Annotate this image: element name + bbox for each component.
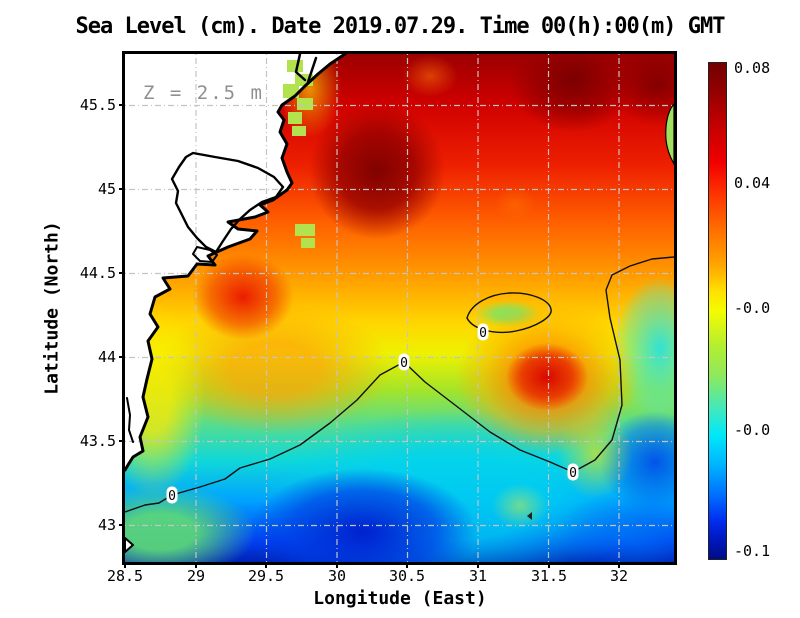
closed-zero-contour <box>466 292 552 334</box>
contour-label-chips: 0 0 0 0 <box>166 323 579 504</box>
coastline <box>125 54 347 553</box>
y-tick-label: 43.5 <box>79 432 116 450</box>
y-tick-label: 45 <box>97 180 116 198</box>
contour-label: 0 <box>400 356 408 371</box>
x-tick-label: 30 <box>327 567 347 585</box>
colorbar <box>708 62 727 560</box>
delta-channels <box>294 54 318 84</box>
minimum-marker <box>527 512 532 520</box>
plot-title: Sea Level (cm). Date 2019.07.29. Time 00… <box>75 14 726 39</box>
x-tick-label: 31.5 <box>530 567 568 585</box>
colorbar-tick-label: 0.08 <box>734 59 771 77</box>
contour-label: 0 <box>569 466 577 481</box>
colorbar-tick-label: -0.1 <box>734 542 771 560</box>
land-mask <box>125 54 345 470</box>
main-zero-contour <box>125 256 674 513</box>
y-tick-label: 44 <box>97 348 116 366</box>
y-axis-title: Latitude (North) <box>41 221 63 395</box>
colorbar-tick-label: 0.04 <box>734 174 771 192</box>
x-tick-label: 32 <box>609 567 629 585</box>
y-tick-label: 45.5 <box>79 96 116 114</box>
gridlines <box>125 54 674 562</box>
inner-shore-line <box>126 397 134 443</box>
y-tick-label: 44.5 <box>79 264 116 282</box>
x-tick-label: 29.5 <box>247 567 285 585</box>
zero-contours <box>125 256 674 513</box>
map-plot-area: 0 0 0 0 Z = 2.5 m <box>122 51 677 565</box>
lagoon-outline <box>170 151 285 254</box>
map-overlay: 0 0 0 0 <box>125 54 674 562</box>
colorbar-tick-label: -0.0 <box>734 421 771 439</box>
x-tick-label: 28.5 <box>106 567 144 585</box>
x-tick-label: 31 <box>468 567 488 585</box>
small-lake-outline <box>192 246 218 263</box>
x-tick-label: 29 <box>186 567 206 585</box>
colorbar-tick-label: -0.0 <box>734 299 771 317</box>
x-tick-label: 30.5 <box>388 567 426 585</box>
south-cape <box>125 537 134 553</box>
coastal-shallow-cells <box>283 60 315 248</box>
x-axis-title: Longitude (East) <box>313 588 487 609</box>
east-edge-shallow-sliver <box>665 103 674 166</box>
contour-label: 0 <box>168 489 176 504</box>
depth-annotation: Z = 2.5 m <box>143 82 264 104</box>
y-tick-label: 43 <box>97 516 116 534</box>
contour-label: 0 <box>479 326 487 341</box>
